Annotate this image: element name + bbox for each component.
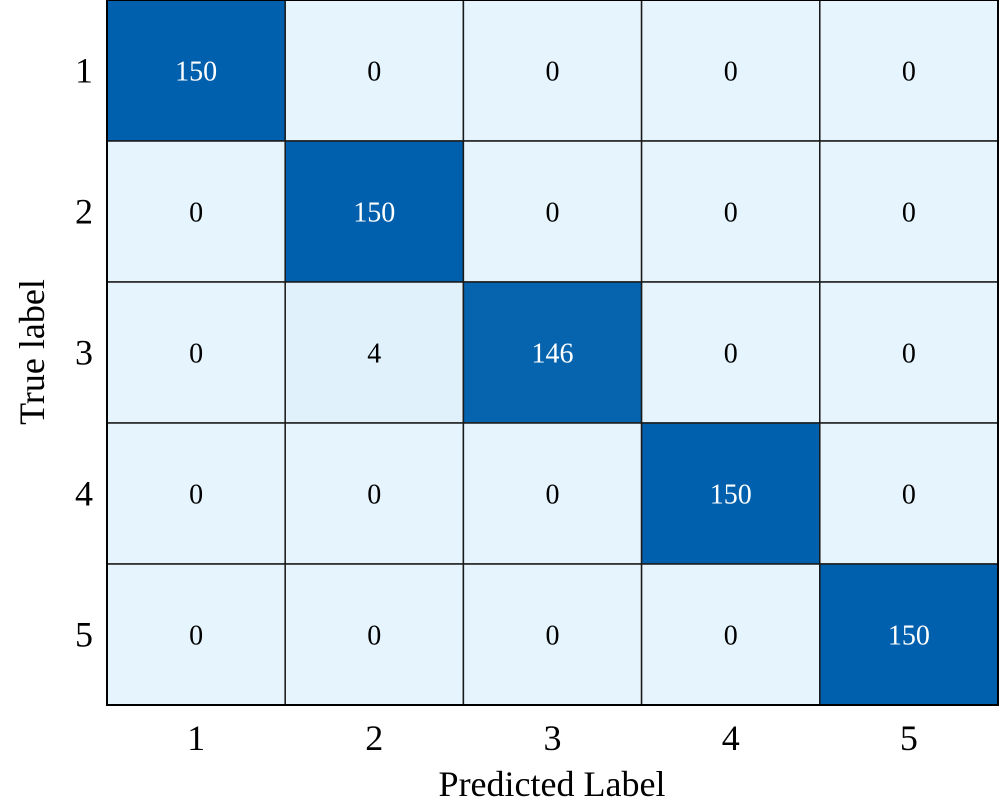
- y-tick-label-1: 1: [75, 51, 93, 91]
- y-axis-title: True label: [12, 279, 52, 425]
- heatmap-cell-r4-c5: [819, 422, 999, 565]
- heatmap-cell-labels: 150 0 0 0 0 0 150 0 0 0 0 4 146 0 0 0 0 0 150 0 0 0 0 0 150: [175, 57, 930, 652]
- cell-value-r1-c3: 0: [546, 57, 560, 88]
- cell-value-r2-c3: 0: [546, 198, 560, 229]
- y-tick-label-3: 3: [75, 333, 93, 373]
- cell-value-r3-c5: 0: [902, 339, 916, 370]
- y-tick-label-5: 5: [75, 615, 93, 655]
- cell-value-r2-c5: 0: [902, 198, 916, 229]
- cell-value-r4-c4: 150: [710, 480, 752, 511]
- heatmap-cell-r1-c5: [819, 0, 999, 142]
- heatmap-cell-r5-c3: [462, 563, 643, 706]
- x-tick-label-1: 1: [187, 718, 205, 758]
- x-tick-label-4: 4: [722, 718, 740, 758]
- cell-value-r2-c2: 150: [353, 198, 395, 229]
- x-axis-title: Predicted Label: [439, 764, 666, 804]
- cell-value-r5-c5: 150: [888, 621, 930, 652]
- cell-value-r3-c4: 0: [724, 339, 738, 370]
- x-axis-ticks: 1 2 3 4 5: [187, 718, 918, 758]
- cell-value-r5-c4: 0: [724, 621, 738, 652]
- cell-value-r4-c1: 0: [189, 480, 203, 511]
- x-tick-label-5: 5: [900, 718, 918, 758]
- plot-border: [106, 0, 999, 706]
- cell-value-r2-c1: 0: [189, 198, 203, 229]
- cell-value-r5-c3: 0: [546, 621, 560, 652]
- heatmap-cell-r1-c2: [284, 0, 465, 142]
- heatmap-cell-r3-c3: [462, 281, 643, 424]
- heatmap-cell-r5-c4: [640, 563, 821, 706]
- heatmap-cell-r3-c2: [284, 281, 465, 424]
- heatmap-cell-r2-c5: [819, 140, 999, 283]
- heatmap-cell-r4-c3: [462, 422, 643, 565]
- heatmap-cell-r1-c4: [640, 0, 821, 142]
- cell-value-r2-c4: 0: [724, 198, 738, 229]
- heatmap-cell-r1-c1: [106, 0, 286, 142]
- cell-value-r1-c5: 0: [902, 57, 916, 88]
- cell-value-r1-c1: 150: [175, 57, 217, 88]
- cell-value-r3-c3: 146: [532, 339, 574, 370]
- heatmap-cell-r5-c2: [284, 563, 465, 706]
- y-tick-label-2: 2: [75, 192, 93, 232]
- cell-value-r1-c2: 0: [367, 57, 381, 88]
- heatmap-cell-r2-c1: [106, 140, 286, 283]
- heatmap-cell-r4-c4: [640, 422, 821, 565]
- cell-value-r4-c3: 0: [546, 480, 560, 511]
- heatmap-cell-r4-c2: [284, 422, 465, 565]
- heatmap-cell-r2-c3: [462, 140, 643, 283]
- cell-value-r4-c2: 0: [367, 480, 381, 511]
- heatmap-cells: [106, 0, 999, 706]
- heatmap-cell-r5-c5: [819, 563, 999, 706]
- cell-value-r5-c2: 0: [367, 621, 381, 652]
- cell-value-r5-c1: 0: [189, 621, 203, 652]
- cell-value-r4-c5: 0: [902, 480, 916, 511]
- cell-value-r1-c4: 0: [724, 57, 738, 88]
- x-tick-label-3: 3: [544, 718, 562, 758]
- cell-value-r3-c1: 0: [189, 339, 203, 370]
- y-tick-label-4: 4: [75, 474, 93, 514]
- cell-value-r3-c2: 4: [367, 339, 381, 370]
- heatmap-cell-r3-c5: [819, 281, 999, 424]
- y-axis-ticks: 1 2 3 4 5: [75, 51, 93, 655]
- heatmap-cell-r2-c2: [284, 140, 465, 283]
- heatmap-cell-r4-c1: [106, 422, 286, 565]
- heatmap-cell-r1-c3: [462, 0, 643, 142]
- x-tick-label-2: 2: [365, 718, 383, 758]
- heatmap-cell-r3-c4: [640, 281, 821, 424]
- heatmap-cell-r5-c1: [106, 563, 286, 706]
